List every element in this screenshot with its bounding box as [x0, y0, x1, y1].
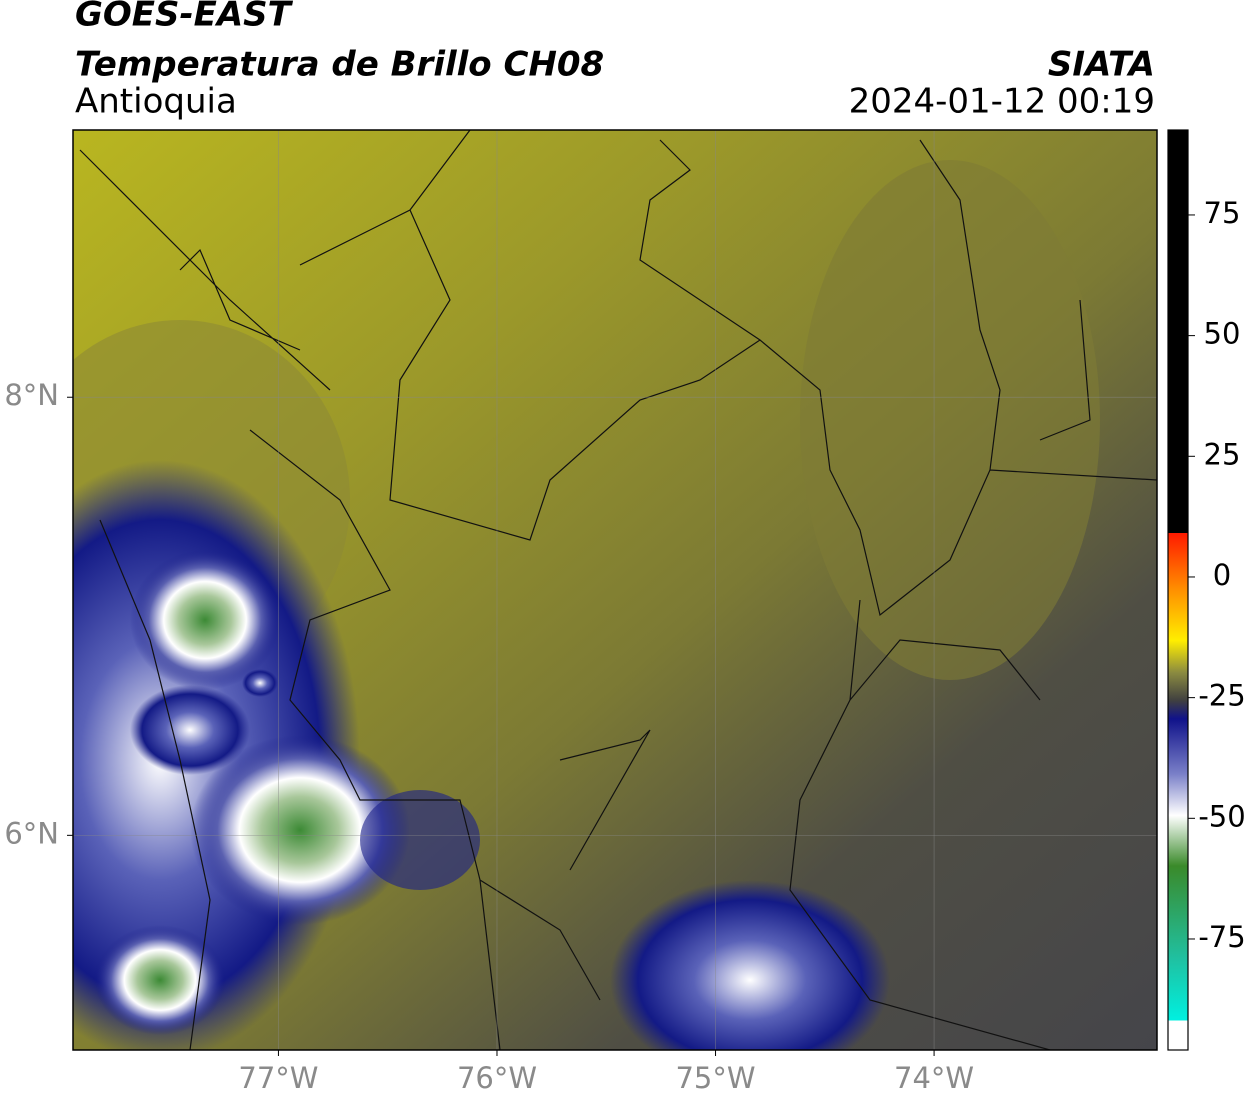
y-tick-label: 6°N	[4, 816, 59, 850]
timestamp: 2024-01-12 00:19	[849, 82, 1155, 122]
colorbar-tick-label: -50	[1198, 799, 1245, 833]
y-tick-label: 8°N	[4, 378, 59, 412]
source: SIATA	[1048, 45, 1155, 85]
colorbar-tick-label: 75	[1204, 196, 1241, 230]
colorbar-tick-label: 0	[1213, 558, 1231, 592]
region: Antioquia	[75, 82, 237, 122]
map-image	[73, 130, 1157, 1050]
title: GOES-EAST	[75, 0, 294, 35]
colorbar-tick-label: 50	[1204, 317, 1241, 351]
colorbar-tick-label: 25	[1204, 437, 1241, 471]
subtitle: Temperatura de Brillo CH08	[75, 45, 604, 85]
colorbar	[1167, 129, 1189, 1051]
x-tick-label: 76°W	[457, 1061, 537, 1095]
graticule	[73, 130, 1157, 1050]
colorbar-tick-label: -75	[1198, 920, 1245, 954]
x-tick-label: 74°W	[894, 1061, 974, 1095]
x-tick-label: 77°W	[238, 1061, 318, 1095]
map-frame	[72, 129, 1158, 1051]
x-tick-label: 75°W	[675, 1061, 755, 1095]
colorbar-tick-label: -25	[1198, 679, 1245, 713]
